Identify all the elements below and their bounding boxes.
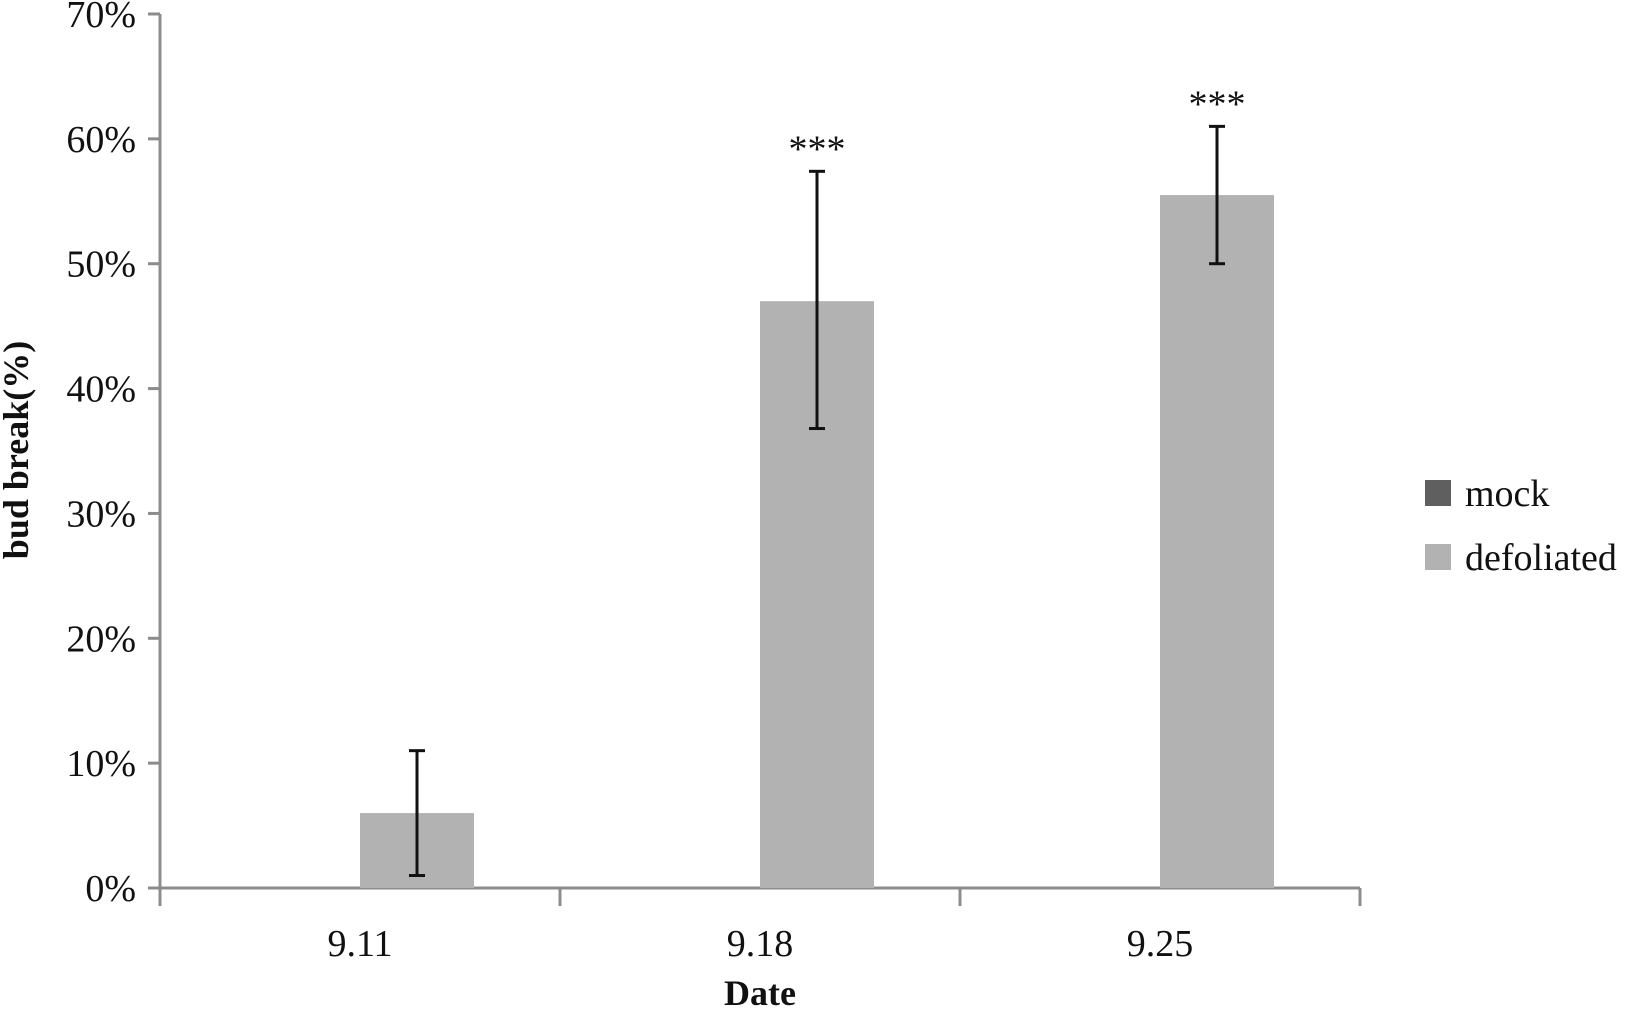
error-bar-9.11 <box>409 749 425 878</box>
y-tick-label: 30% <box>66 493 136 535</box>
y-tick-label: 70% <box>66 0 136 36</box>
y-axis-title-group: bud break(%) <box>0 341 36 559</box>
x-tick-label: 9.25 <box>1127 923 1194 965</box>
y-axis-title: bud break(%) <box>0 341 36 559</box>
legend-label: mock <box>1465 473 1549 515</box>
y-tick-label: 50% <box>66 244 136 286</box>
significance-label: *** <box>789 128 846 170</box>
y-tick-label: 60% <box>66 119 136 161</box>
error-bars <box>409 124 1225 878</box>
legend-item-defoliated: defoliated <box>1425 537 1617 579</box>
y-tick-label: 40% <box>66 369 136 411</box>
significance-annotations: *** *** <box>789 83 1246 170</box>
y-axis: 0% 10% 20% 30% 40% 50% 60% 70% <box>66 0 162 910</box>
error-bar-9.18 <box>809 169 825 431</box>
legend-swatch <box>1425 544 1451 570</box>
x-tick-label: 9.18 <box>727 923 794 965</box>
error-bar-9.25 <box>1209 124 1225 266</box>
x-axis: 9.11 9.18 9.25 <box>158 886 1362 965</box>
x-axis-title: Date <box>724 973 796 1013</box>
y-tick-label: 20% <box>66 618 136 660</box>
y-tick-label: 0% <box>85 868 136 910</box>
legend-swatch <box>1425 480 1451 506</box>
legend-label: defoliated <box>1465 537 1617 579</box>
legend: mock defoliated <box>1425 473 1617 579</box>
x-tick-label: 9.11 <box>327 923 392 965</box>
bar-defoliated-9.25 <box>1160 195 1274 889</box>
y-tick-label: 10% <box>66 743 136 785</box>
significance-label: *** <box>1189 83 1246 125</box>
legend-item-mock: mock <box>1425 473 1549 515</box>
